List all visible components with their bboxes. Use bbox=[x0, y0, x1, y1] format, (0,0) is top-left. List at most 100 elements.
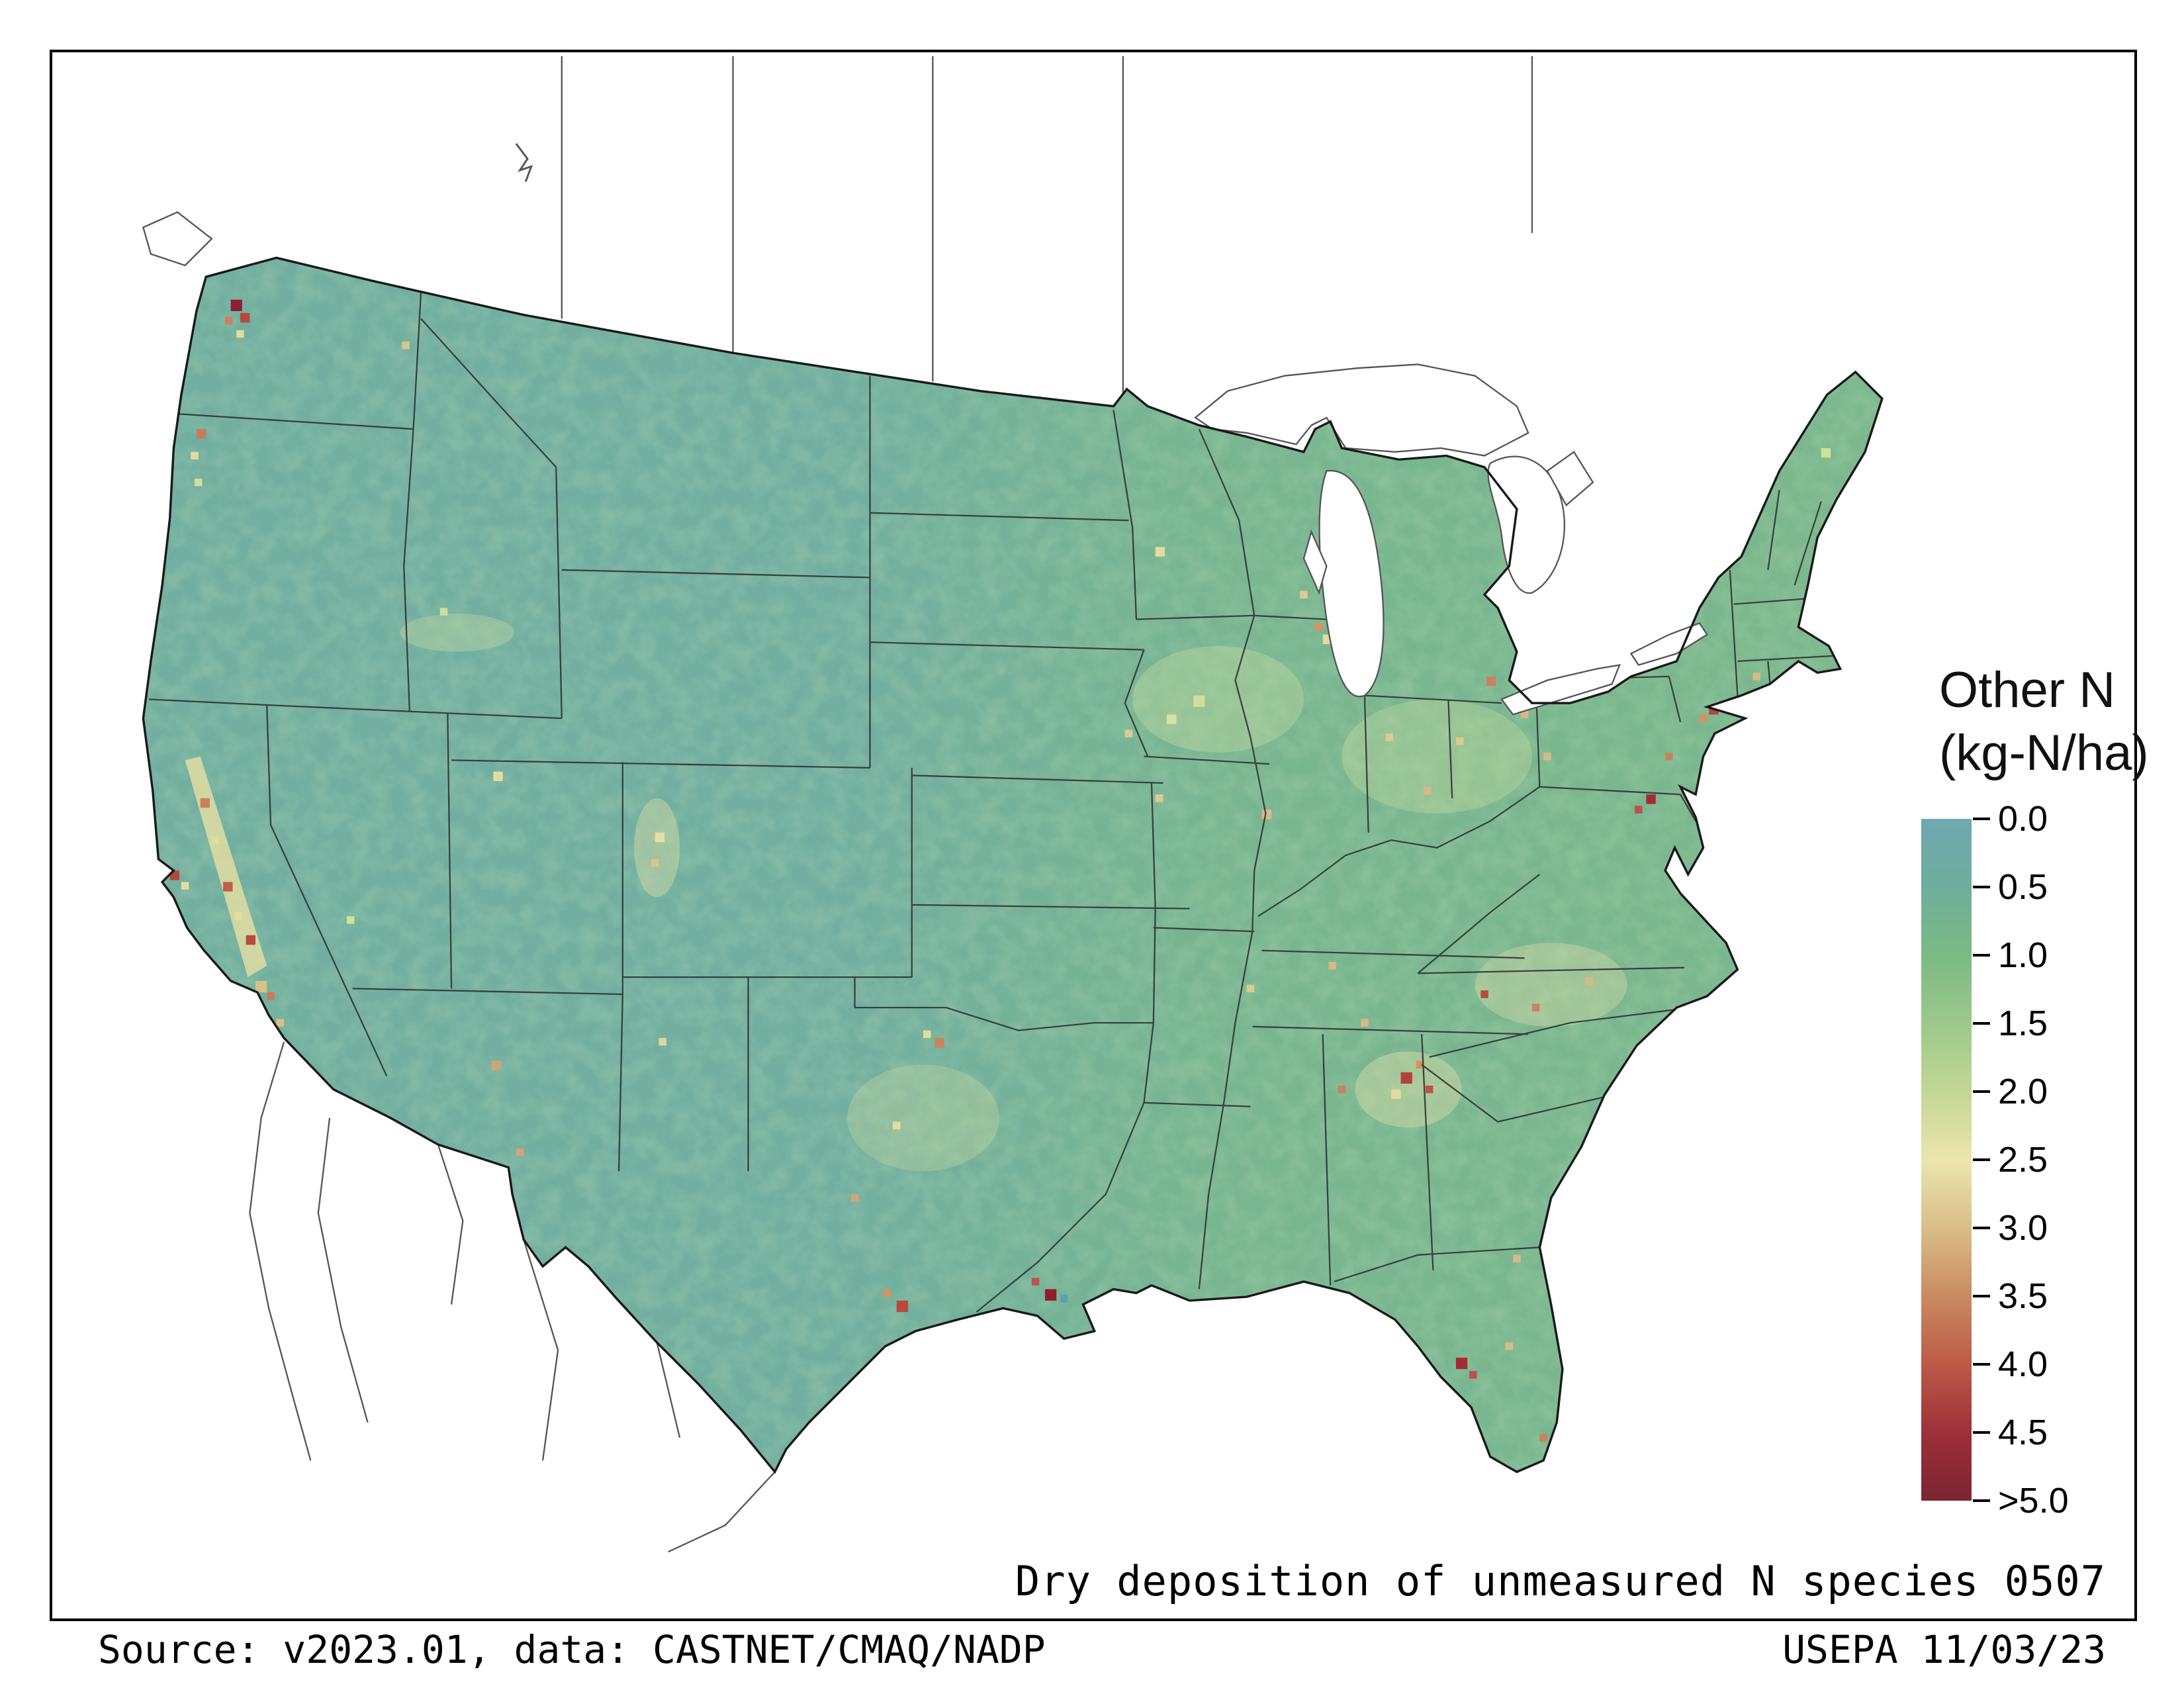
hotspot-cell bbox=[196, 429, 206, 439]
tick-mark bbox=[1973, 1022, 1990, 1025]
hotspot-cell bbox=[1585, 977, 1593, 985]
hotspot-cell bbox=[1821, 447, 1831, 458]
hotspot-cell bbox=[1486, 676, 1496, 686]
hotspot-cell bbox=[923, 1030, 931, 1039]
tick-label: 4.0 bbox=[1998, 1344, 2048, 1384]
hotspot-cell bbox=[402, 341, 410, 350]
tick-mark bbox=[1973, 818, 1990, 820]
hotspot-cell bbox=[255, 980, 267, 993]
hotspot-cell bbox=[1361, 1019, 1369, 1027]
hotspot-cell bbox=[1315, 623, 1323, 631]
tick-mark bbox=[1973, 1431, 1990, 1434]
tick-mark bbox=[1973, 1499, 1990, 1502]
figure-title: Dry deposition of unmeasured N species 0… bbox=[1015, 1557, 2106, 1605]
tick-mark bbox=[1973, 886, 1990, 888]
georgian-bay bbox=[1546, 451, 1594, 506]
state-borders bbox=[148, 292, 1841, 1313]
tick-label: 2.0 bbox=[1998, 1072, 2048, 1111]
tick-row: 3.5 bbox=[1973, 1276, 2048, 1317]
source-text: Source: v2023.01, data: CASTNET/CMAQ/NAD… bbox=[98, 1627, 1046, 1672]
tick-label: 1.5 bbox=[1998, 1004, 2048, 1043]
hotspot-cell bbox=[893, 1121, 901, 1130]
hotspot-cell bbox=[1124, 729, 1133, 737]
hotspot-cell bbox=[934, 1038, 944, 1048]
tick-label: >5.0 bbox=[1998, 1481, 2069, 1521]
hotspot-cell bbox=[1031, 1278, 1040, 1286]
hotspot-cell bbox=[1505, 1342, 1514, 1350]
colorbar bbox=[1921, 819, 1972, 1501]
pale-regions bbox=[185, 614, 1627, 1172]
hotspots-layer bbox=[169, 299, 1831, 1442]
us-outline bbox=[142, 256, 1884, 1474]
hotspot-cell bbox=[1520, 710, 1529, 719]
tick-row: 3.0 bbox=[1973, 1207, 2048, 1248]
hotspot-cell bbox=[850, 1194, 859, 1202]
hotspot-cell bbox=[236, 330, 244, 338]
hotspot-cell bbox=[1166, 714, 1177, 724]
hotspot-cell bbox=[491, 1060, 501, 1070]
tick-mark bbox=[1973, 1295, 1990, 1297]
tick-label: 1.0 bbox=[1998, 935, 2048, 975]
hotspot-cell bbox=[1246, 984, 1255, 993]
hotspot-cell bbox=[439, 608, 448, 616]
hotspot-cell bbox=[1469, 1371, 1477, 1379]
hotspot-cell bbox=[1635, 806, 1643, 814]
hotspot-cell bbox=[1300, 590, 1308, 599]
hotspot-cell bbox=[1455, 737, 1464, 745]
tick-label: 3.5 bbox=[1998, 1276, 2048, 1316]
tick-row: 2.0 bbox=[1973, 1071, 2048, 1112]
great-lakes bbox=[1194, 363, 1708, 716]
hotspot-cell bbox=[1193, 695, 1205, 707]
lake-huron bbox=[1487, 455, 1565, 594]
lake-superior bbox=[1194, 363, 1529, 457]
hotspot-cell bbox=[267, 992, 275, 1000]
hotspot-cell bbox=[493, 771, 503, 782]
tick-label: 3.0 bbox=[1998, 1208, 2048, 1248]
tick-label: 0.0 bbox=[1998, 799, 2048, 839]
tick-label: 2.5 bbox=[1998, 1140, 2048, 1180]
hotspot-cell bbox=[1531, 1004, 1540, 1011]
hotspot-cell bbox=[1665, 752, 1673, 761]
hotspot-cell bbox=[181, 882, 189, 890]
hotspot-cell bbox=[240, 312, 250, 323]
hotspot-cell bbox=[1513, 1254, 1521, 1263]
hotspot-cell bbox=[1338, 1085, 1346, 1094]
hotspot-cell bbox=[1400, 1072, 1412, 1084]
tick-mark bbox=[1973, 1158, 1990, 1161]
hotspot-cell bbox=[1044, 1289, 1057, 1301]
hotspot-cell bbox=[223, 882, 233, 892]
tick-row: 4.0 bbox=[1973, 1344, 2048, 1385]
hotspot-cell bbox=[191, 451, 199, 460]
hotspot-cell bbox=[1155, 794, 1163, 802]
hotspot-cell bbox=[896, 1300, 909, 1313]
hotspot-cell bbox=[1425, 1085, 1433, 1094]
hotspot-cell bbox=[1391, 1089, 1401, 1100]
hotspot-cell bbox=[200, 798, 210, 808]
legend-title-line1: Other N bbox=[1939, 662, 2116, 718]
hotspot-cell bbox=[1424, 786, 1432, 795]
tick-mark bbox=[1973, 1363, 1990, 1366]
hotspot-cell bbox=[1699, 714, 1707, 722]
hotspot-cell bbox=[246, 935, 255, 945]
hotspot-cell bbox=[195, 478, 203, 487]
tick-row: 0.0 bbox=[1973, 798, 2048, 839]
legend-title-line2: (kg-N/ha) bbox=[1939, 725, 2149, 781]
hotspot-cell bbox=[655, 832, 665, 842]
tick-row: 4.5 bbox=[1973, 1412, 2048, 1453]
hotspot-cell bbox=[651, 859, 659, 867]
hotspot-cell bbox=[659, 1038, 666, 1046]
tick-mark bbox=[1973, 1227, 1990, 1229]
legend-title: Other N (kg-N/ha) bbox=[1939, 659, 2149, 784]
hotspot-cell bbox=[883, 1289, 891, 1297]
hotspot-cell bbox=[1328, 962, 1336, 970]
hotspot-cell bbox=[1155, 547, 1165, 557]
credit-text: USEPA 11/03/23 bbox=[1782, 1627, 2106, 1672]
hotspot-cell bbox=[1385, 733, 1394, 741]
hotspot-cell bbox=[1060, 1295, 1068, 1303]
hotspot-cell bbox=[1455, 1358, 1468, 1370]
colorbar-ticks: 0.0 0.5 1.0 1.5 2.0 2.5 3.0 3.5 4.0 4.5 … bbox=[1973, 799, 2118, 1521]
mexico-borders bbox=[249, 1041, 776, 1553]
hotspot-cell bbox=[276, 1019, 285, 1027]
hotspot-cell bbox=[225, 316, 233, 325]
